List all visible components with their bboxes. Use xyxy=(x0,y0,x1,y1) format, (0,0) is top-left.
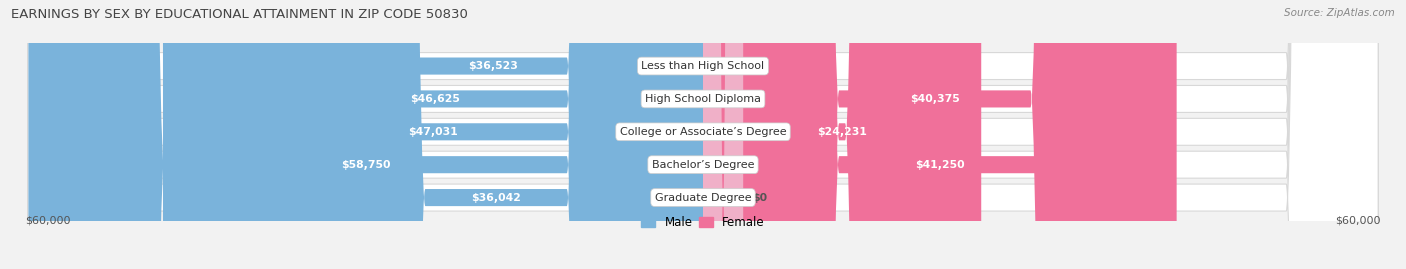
FancyBboxPatch shape xyxy=(703,0,1177,269)
Text: Bachelor’s Degree: Bachelor’s Degree xyxy=(652,160,754,170)
Text: $60,000: $60,000 xyxy=(25,215,72,226)
Text: $0: $0 xyxy=(752,193,768,203)
Text: High School Diploma: High School Diploma xyxy=(645,94,761,104)
FancyBboxPatch shape xyxy=(284,0,703,269)
FancyBboxPatch shape xyxy=(703,0,744,269)
FancyBboxPatch shape xyxy=(28,0,1378,269)
FancyBboxPatch shape xyxy=(163,0,703,269)
Text: $40,375: $40,375 xyxy=(910,94,960,104)
FancyBboxPatch shape xyxy=(28,0,1378,269)
FancyBboxPatch shape xyxy=(290,0,703,269)
FancyBboxPatch shape xyxy=(167,0,703,269)
Text: $24,231: $24,231 xyxy=(817,127,868,137)
Text: $58,750: $58,750 xyxy=(342,160,391,170)
FancyBboxPatch shape xyxy=(703,0,1167,269)
Text: College or Associate’s Degree: College or Associate’s Degree xyxy=(620,127,786,137)
FancyBboxPatch shape xyxy=(28,0,1378,269)
Text: $0: $0 xyxy=(752,61,768,71)
FancyBboxPatch shape xyxy=(28,0,1378,269)
Text: Less than High School: Less than High School xyxy=(641,61,765,71)
FancyBboxPatch shape xyxy=(28,0,703,269)
FancyBboxPatch shape xyxy=(703,0,981,269)
Text: $46,625: $46,625 xyxy=(411,94,460,104)
Text: $41,250: $41,250 xyxy=(915,160,965,170)
FancyBboxPatch shape xyxy=(703,0,744,269)
Text: $36,042: $36,042 xyxy=(471,193,522,203)
Text: $36,523: $36,523 xyxy=(468,61,519,71)
Text: EARNINGS BY SEX BY EDUCATIONAL ATTAINMENT IN ZIP CODE 50830: EARNINGS BY SEX BY EDUCATIONAL ATTAINMEN… xyxy=(11,8,468,21)
Text: Source: ZipAtlas.com: Source: ZipAtlas.com xyxy=(1284,8,1395,18)
Legend: Male, Female: Male, Female xyxy=(641,216,765,229)
Text: $47,031: $47,031 xyxy=(408,127,458,137)
Text: Graduate Degree: Graduate Degree xyxy=(655,193,751,203)
FancyBboxPatch shape xyxy=(28,0,1378,269)
Text: $60,000: $60,000 xyxy=(1334,215,1381,226)
